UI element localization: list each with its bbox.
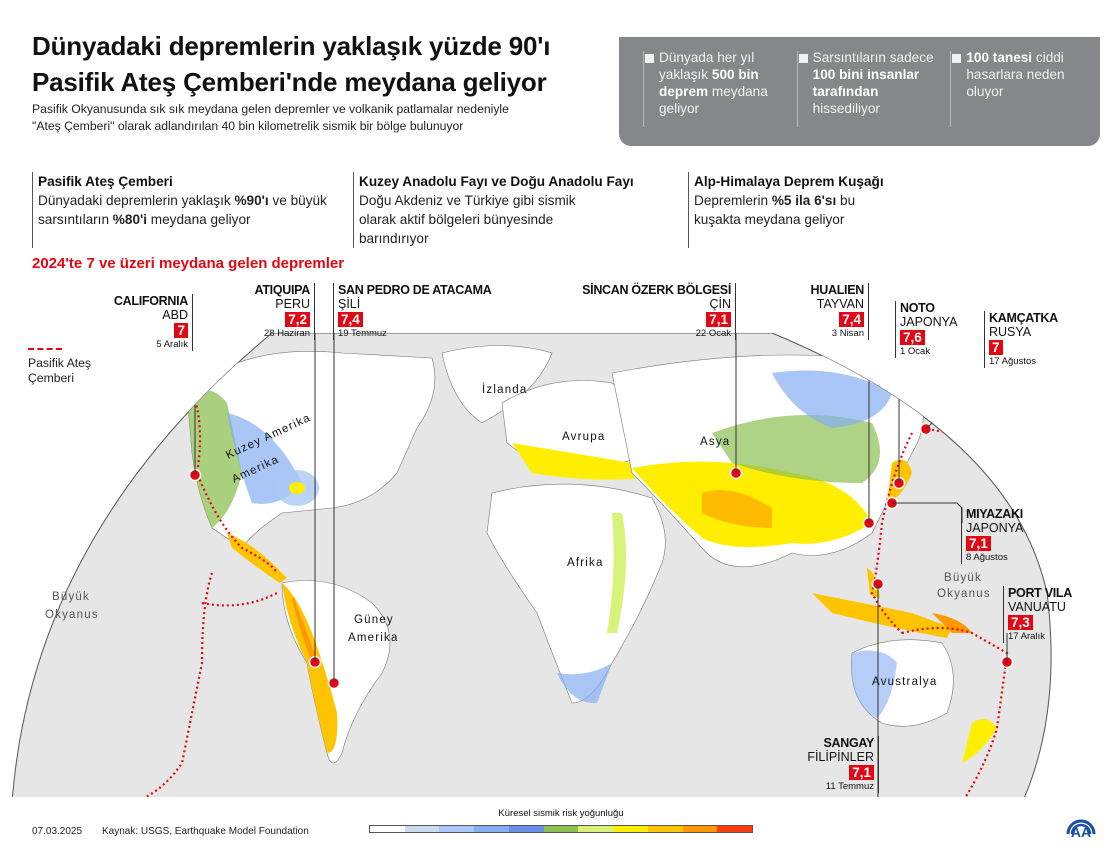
magnitude-badge: 7,1 xyxy=(966,536,991,551)
svg-text:Okyanus: Okyanus xyxy=(45,609,99,621)
callout-miyazaki: MIYAZAKI JAPONYA 7,1 8 Ağustos xyxy=(961,507,1023,564)
new-zealand-landmass xyxy=(962,719,997,763)
svg-text:Büyük: Büyük xyxy=(944,572,982,584)
color-scale-bar xyxy=(369,825,753,833)
magnitude-badge: 7,2 xyxy=(285,312,310,327)
svg-text:Okyanus: Okyanus xyxy=(937,588,991,600)
bullet-square-icon xyxy=(798,54,808,63)
publish-date: 07.03.2025 xyxy=(32,826,83,837)
scale-swatch xyxy=(578,826,614,832)
callout-san-pedro-de-atacama: SAN PEDRO DE ATACAMA ŞİLİ 7,4 19 Temmuz xyxy=(333,283,492,340)
fact-heading: Kuzey Anadolu Fayı ve Doğu Anadolu Fayı xyxy=(359,174,634,189)
label-europe: Avrupa xyxy=(562,431,605,443)
fact-heading: Pasifik Ateş Çemberi xyxy=(38,174,173,189)
callout-atiquipa: ATIQUIPA PERU 7,2 28 Haziran xyxy=(255,283,315,340)
world-seismic-map: Kuzey Amerika Amerika İzlanda Avrupa Asy… xyxy=(11,332,1112,804)
callout-sangay: SANGAY FİLİPİNLER 7,1 11 Temmuz xyxy=(807,736,879,793)
scale-swatch xyxy=(370,826,405,832)
scale-swatch xyxy=(474,826,509,832)
magnitude-badge: 7,4 xyxy=(338,312,363,327)
label-africa: Afrika xyxy=(567,557,604,569)
seismic-risk-scale: Küresel sismik risk yoğunluğu xyxy=(369,808,753,833)
bullet-square-icon xyxy=(952,54,962,63)
magnitude-badge: 7 xyxy=(174,323,188,338)
scale-swatch xyxy=(508,826,544,832)
callout-kamchatka: KAMÇATKA RUSYA 7 17 Ağustos xyxy=(984,311,1058,368)
magnitude-badge: 7 xyxy=(989,340,1003,355)
stats-panel: Dünyada her yıl yaklaşık 500 bin deprem … xyxy=(619,37,1100,146)
page-title: Dünyadaki depremlerin yaklaşık yüzde 90'… xyxy=(32,31,551,97)
magnitude-badge: 7,6 xyxy=(900,330,925,345)
fact-body: Dünyadaki depremlerin yaklaşık %90'ı ve … xyxy=(38,193,327,227)
svg-text:Büyük: Büyük xyxy=(52,591,90,603)
callout-hualien: HUALIEN TAYVAN 7,4 3 Nisan xyxy=(811,283,869,340)
svg-text:Amerika: Amerika xyxy=(348,632,399,644)
callout-california: CALIFORNIA ABD 7 5 Aralık xyxy=(114,294,193,351)
magnitude-badge: 7,1 xyxy=(706,312,731,327)
magnitude-badge: 7,1 xyxy=(849,765,874,780)
scale-swatch xyxy=(717,826,753,832)
fact-alpide-belt: Alp-Himalaya Deprem Kuşağı Depremlerin %… xyxy=(688,172,948,248)
magnitude-badge: 7,3 xyxy=(1008,615,1033,630)
ring-of-fire-legend: Pasifik Ateş Çemberi xyxy=(28,348,108,386)
source-credit: Kaynak: USGS, Earthquake Model Foundatio… xyxy=(102,826,309,837)
dashed-line-icon xyxy=(28,348,62,350)
svg-text:Güney: Güney xyxy=(354,614,394,626)
aa-logo-icon: AA xyxy=(1066,819,1096,840)
facts-row: Pasifik Ateş Çemberi Dünyadaki depremler… xyxy=(32,172,1102,248)
ring-of-fire-line xyxy=(131,372,1013,803)
fact-body: Doğu Akdeniz ve Türkiye gibi sismik olar… xyxy=(359,193,576,246)
scale-swatch xyxy=(613,826,648,832)
page-subtitle: Pasifik Okyanusunda sık sık meydana gele… xyxy=(32,102,509,133)
callout-noto: NOTO JAPONYA 7,6 1 Ocak xyxy=(895,301,957,358)
indonesia-landmass xyxy=(812,593,952,638)
svg-text:AA: AA xyxy=(1071,824,1091,840)
fact-anatolian-faults: Kuzey Anadolu Fayı ve Doğu Anadolu Fayı … xyxy=(353,172,688,248)
callout-port-vila: PORT VILA VANUATU 7,3 17 Aralık xyxy=(1003,586,1072,643)
scale-swatch xyxy=(647,826,683,832)
fact-body: Depremlerin %5 ila 6'sı bu kuşakta meyda… xyxy=(694,193,856,227)
stat-felt-quakes: Sarsıntıların sadece 100 bini insanlar t… xyxy=(783,49,937,146)
fact-pacific-ring: Pasifik Ateş Çemberi Dünyadaki depremler… xyxy=(32,172,352,248)
scale-swatch xyxy=(404,826,440,832)
bullet-square-icon xyxy=(645,54,654,63)
central-america-landmass xyxy=(227,533,287,583)
scale-swatch xyxy=(439,826,475,832)
scale-swatch xyxy=(682,826,718,832)
greenland-landmass xyxy=(441,345,553,424)
scale-swatch xyxy=(543,826,579,832)
magnitude-badge: 7,4 xyxy=(839,312,864,327)
svg-text:Avustralya: Avustralya xyxy=(872,676,937,688)
stat-damaging-quakes: 100 tanesi ciddi hasarlara neden oluyor xyxy=(936,49,1090,146)
label-iceland: İzlanda xyxy=(482,383,527,396)
label-asia: Asya xyxy=(700,436,730,448)
earthquakes-section-heading: 2024'te 7 ve üzeri meydana gelen depreml… xyxy=(32,255,345,272)
stat-yearly-quakes: Dünyada her yıl yaklaşık 500 bin deprem … xyxy=(629,49,783,146)
fact-heading: Alp-Himalaya Deprem Kuşağı xyxy=(694,174,884,189)
callout-sincan: SİNCAN ÖZERK BÖLGESİ ÇİN 7,1 22 Ocak xyxy=(582,283,736,340)
